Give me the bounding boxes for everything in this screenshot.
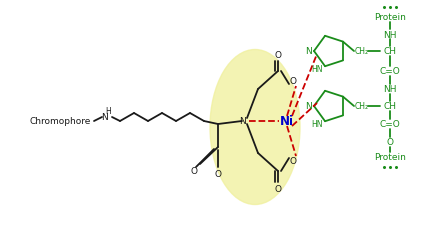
Text: NH: NH bbox=[383, 30, 397, 39]
Text: O: O bbox=[215, 170, 221, 179]
Text: N: N bbox=[306, 47, 312, 56]
Text: H: H bbox=[105, 107, 111, 116]
Text: CH₂: CH₂ bbox=[355, 102, 369, 111]
Text: O: O bbox=[191, 167, 198, 176]
Text: N: N bbox=[102, 113, 108, 122]
Text: Chromophore: Chromophore bbox=[30, 117, 92, 126]
Text: N: N bbox=[238, 117, 246, 126]
Text: CH: CH bbox=[384, 47, 396, 56]
Text: HN: HN bbox=[312, 119, 323, 128]
Text: O: O bbox=[290, 157, 297, 166]
Text: O: O bbox=[386, 138, 393, 147]
Text: NH: NH bbox=[383, 85, 397, 94]
Text: C=O: C=O bbox=[380, 67, 400, 76]
Text: O: O bbox=[275, 50, 282, 59]
Text: HN: HN bbox=[312, 64, 323, 73]
Text: CH: CH bbox=[384, 102, 396, 111]
Ellipse shape bbox=[210, 50, 300, 205]
Text: Protein: Protein bbox=[374, 13, 406, 22]
Text: N: N bbox=[306, 102, 312, 111]
Text: Protein: Protein bbox=[374, 153, 406, 162]
Text: O: O bbox=[290, 77, 297, 86]
Text: O: O bbox=[275, 185, 282, 194]
Text: C=O: C=O bbox=[380, 120, 400, 129]
Text: Ni: Ni bbox=[280, 115, 294, 128]
Text: CH₂: CH₂ bbox=[355, 47, 369, 56]
